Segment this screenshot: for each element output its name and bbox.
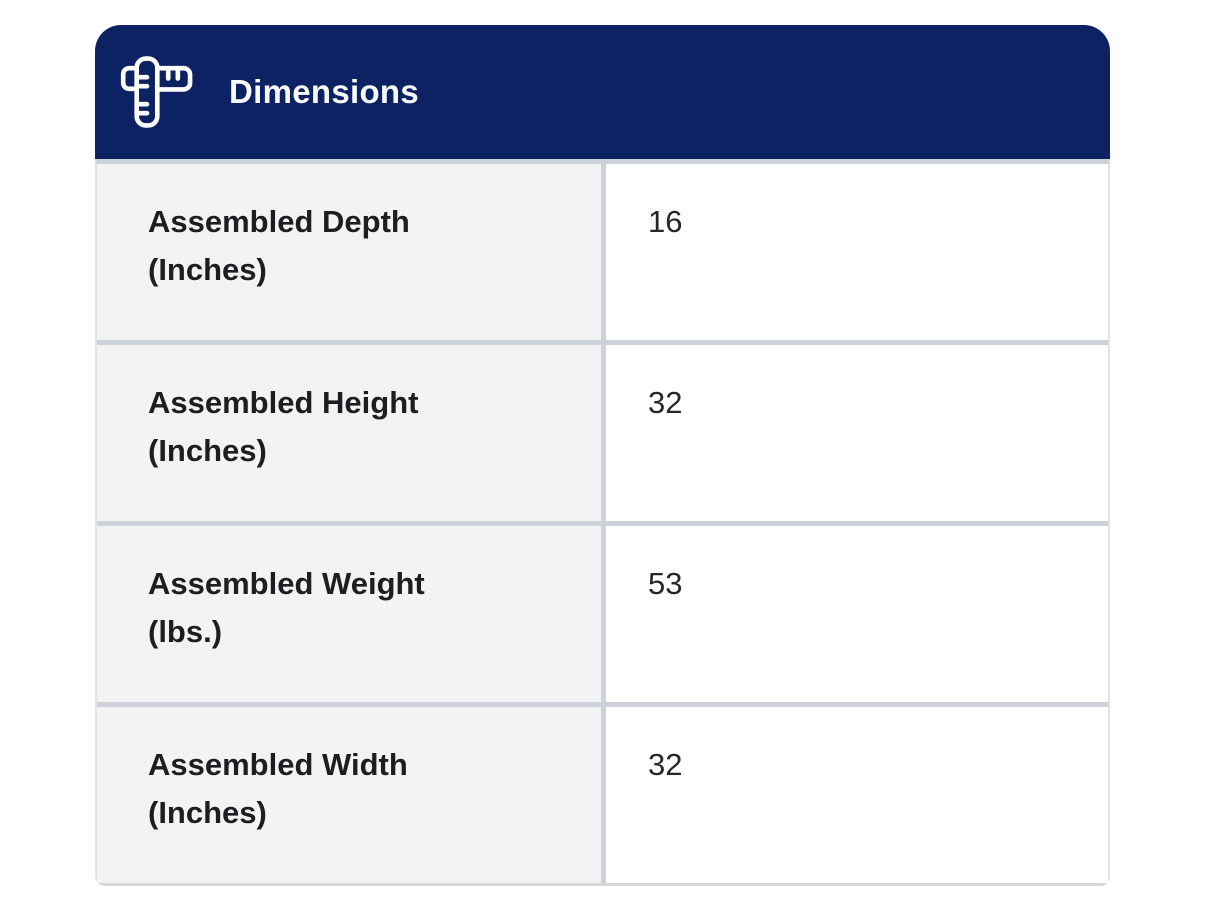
table-row-assembled-depth: Assembled Depth (Inches) 16 — [97, 164, 1108, 340]
dimensions-table: Assembled Depth (Inches) 16 Assembled He… — [95, 159, 1110, 886]
spec-value: 53 — [606, 526, 1108, 702]
table-row-assembled-width: Assembled Width (Inches) 32 — [97, 702, 1108, 883]
spec-value: 16 — [606, 164, 1108, 340]
dimensions-card: Dimensions Assembled Depth (Inches) 16 A… — [95, 25, 1110, 886]
dimensions-card-header: Dimensions — [95, 25, 1110, 159]
spec-value: 32 — [606, 345, 1108, 521]
table-row-assembled-weight: Assembled Weight (lbs.) 53 — [97, 521, 1108, 702]
spec-label: Assembled Depth (Inches) — [97, 164, 606, 340]
spec-label: Assembled Width (Inches) — [97, 707, 606, 883]
ruler-dimensions-icon — [120, 56, 193, 128]
spec-label: Assembled Height (Inches) — [97, 345, 606, 521]
table-row-assembled-height: Assembled Height (Inches) 32 — [97, 340, 1108, 521]
spec-value: 32 — [606, 707, 1108, 883]
spec-label: Assembled Weight (lbs.) — [97, 526, 606, 702]
card-title: Dimensions — [229, 73, 420, 110]
